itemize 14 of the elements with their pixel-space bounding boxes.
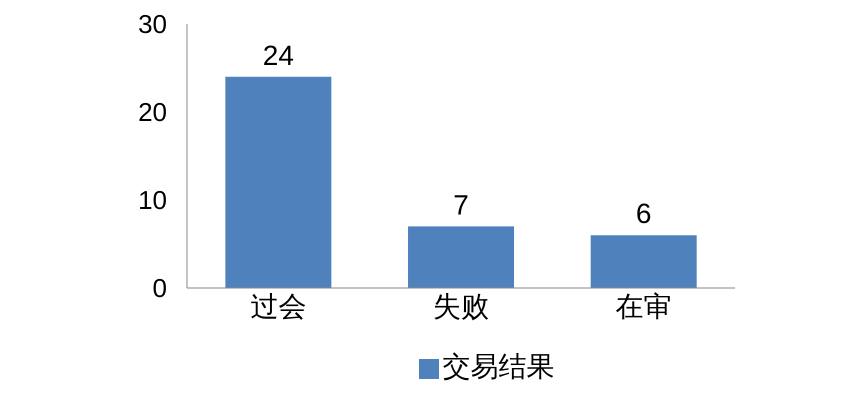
x-tick-label: 失败	[433, 290, 489, 322]
bar	[225, 76, 332, 288]
x-tick-label: 过会	[250, 290, 306, 322]
data-label: 24	[262, 40, 294, 71]
bar	[590, 235, 697, 288]
legend-label: 交易结果	[442, 351, 554, 382]
data-label: 6	[636, 198, 652, 230]
y-tick-label: 30	[138, 9, 167, 40]
y-tick-label: 10	[138, 185, 167, 216]
x-tick-label: 在审	[616, 290, 672, 322]
data-label: 7	[453, 189, 469, 220]
bar	[408, 226, 514, 288]
y-tick-label: 0	[152, 273, 167, 304]
y-tick-label: 20	[138, 97, 167, 128]
